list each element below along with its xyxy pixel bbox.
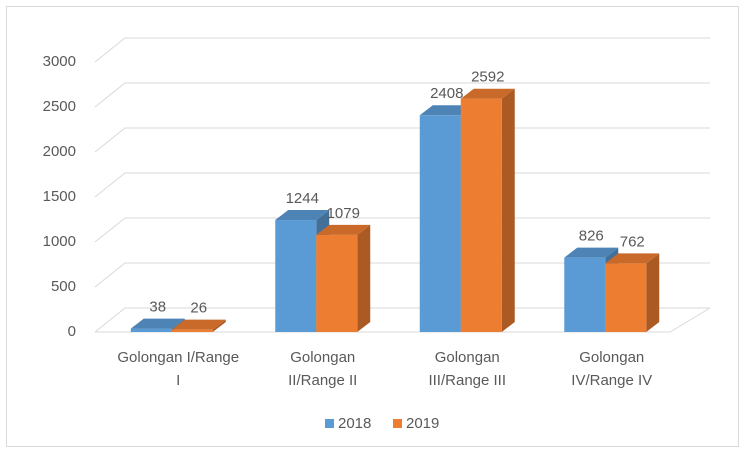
- bar-front: [275, 220, 317, 332]
- x-tick-label: Golongan: [435, 349, 500, 366]
- x-tick-label: IV/Range IV: [571, 372, 652, 389]
- grid-line: [94, 37, 710, 63]
- x-tick-label: II/Range II: [288, 372, 357, 389]
- bar-front: [564, 257, 606, 332]
- bar-side: [212, 319, 226, 332]
- data-label: 762: [620, 233, 645, 250]
- bar: [316, 224, 371, 332]
- grid-line: [94, 172, 710, 198]
- y-tick-label: 500: [51, 278, 76, 295]
- bar-top: [605, 253, 660, 264]
- bar-top: [171, 319, 226, 330]
- y-tick-label: 1000: [43, 233, 76, 250]
- legend-label: 2019: [406, 415, 439, 432]
- legend-swatch: [325, 419, 334, 428]
- x-tick-label: III/Range III: [428, 372, 506, 389]
- data-label: 2408: [430, 85, 463, 102]
- bar-side: [357, 224, 371, 332]
- bar: [460, 88, 515, 332]
- bar-top: [419, 105, 474, 116]
- y-tick-label: 3000: [43, 53, 76, 70]
- chart-border: [6, 6, 739, 447]
- x-tick-label: Golongan: [290, 349, 355, 366]
- legend-label: 2018: [338, 415, 371, 432]
- bar-front: [316, 234, 358, 332]
- legend-swatch: [393, 419, 402, 428]
- data-label: 1079: [327, 205, 360, 222]
- data-label: 826: [579, 228, 604, 245]
- x-tick-label: I: [176, 372, 180, 389]
- bar-front: [130, 328, 172, 332]
- grid-line: [94, 127, 710, 153]
- bar-side: [646, 253, 660, 332]
- bar-front: [605, 263, 647, 332]
- y-tick-label: 0: [68, 323, 76, 340]
- data-label: 1244: [286, 190, 319, 207]
- bar-top: [564, 247, 619, 258]
- data-label: 38: [149, 299, 166, 316]
- y-tick-label: 2500: [43, 98, 76, 115]
- bar-top: [460, 88, 515, 99]
- y-tick-label: 1500: [43, 188, 76, 205]
- bar-front: [419, 115, 461, 332]
- grid-line: [94, 217, 710, 243]
- grid-line: [94, 262, 710, 288]
- data-label: 2592: [471, 69, 504, 86]
- grid-line: [94, 82, 710, 108]
- bar: [171, 319, 226, 332]
- y-tick-label: 2000: [43, 143, 76, 160]
- bar-top: [130, 318, 185, 329]
- bar-front: [171, 329, 213, 332]
- bar-top: [275, 210, 330, 221]
- bar-top: [316, 224, 371, 235]
- bar-side: [501, 88, 515, 332]
- bar: [605, 253, 660, 332]
- data-label: 26: [190, 300, 207, 317]
- grid-line: [94, 307, 710, 333]
- bar-front: [460, 98, 502, 332]
- x-tick-label: Golongan I/Range: [117, 349, 239, 366]
- x-tick-label: Golongan: [579, 349, 644, 366]
